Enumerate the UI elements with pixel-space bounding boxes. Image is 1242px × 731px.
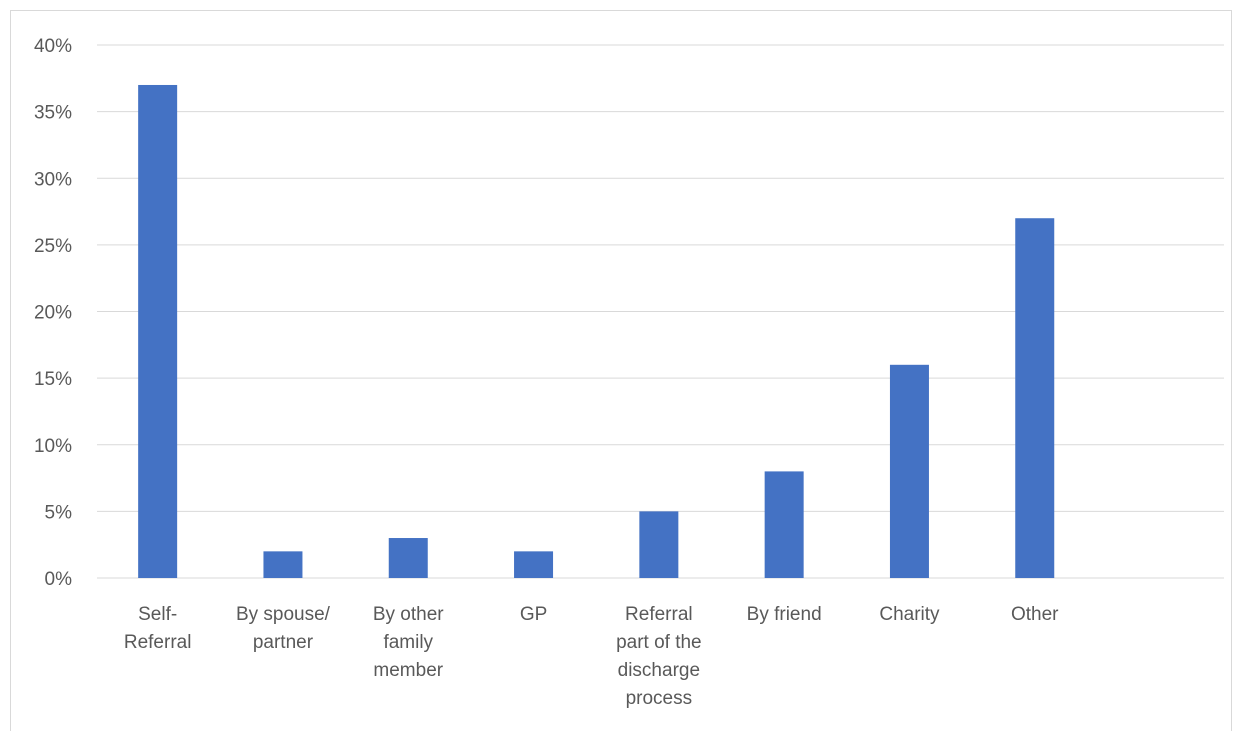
- chart-frame: [10, 10, 1232, 731]
- bar: [889, 364, 929, 578]
- x-category-label: Charity: [879, 604, 940, 625]
- y-tick-label: 15%: [34, 369, 72, 390]
- x-category-label: Self-Referral: [124, 604, 192, 653]
- x-category-label: GP: [520, 604, 547, 625]
- y-tick-label: 5%: [45, 502, 73, 523]
- x-category-label: By spouse/partner: [236, 604, 331, 653]
- y-tick-label: 20%: [34, 303, 72, 324]
- bar: [138, 84, 178, 578]
- y-tick-label: 10%: [34, 436, 72, 457]
- y-axis-tick-labels: 0% 5% 10% 15% 20% 25% 30% 35% 40%: [34, 36, 72, 590]
- bar: [388, 538, 428, 578]
- x-category-label: By other family member: [373, 604, 444, 681]
- y-tick-label: 0%: [45, 569, 73, 590]
- x-category-label: Other: [1011, 604, 1059, 625]
- bars: [138, 84, 1055, 578]
- bar: [263, 551, 303, 578]
- x-category-label: By friend: [747, 604, 822, 625]
- y-tick-label: 40%: [34, 36, 72, 57]
- bar: [514, 551, 554, 578]
- x-axis-category-labels: Self-Referral By spouse/partner By other fa…: [124, 604, 1059, 709]
- x-category-label: Referral part of the discharge process: [616, 604, 702, 709]
- y-tick-label: 30%: [34, 169, 72, 190]
- bar: [1015, 218, 1055, 578]
- bar: [639, 511, 679, 578]
- gridlines: [97, 44, 1224, 579]
- bar: [764, 471, 804, 578]
- y-tick-label: 25%: [34, 236, 72, 257]
- y-tick-label: 35%: [34, 103, 72, 124]
